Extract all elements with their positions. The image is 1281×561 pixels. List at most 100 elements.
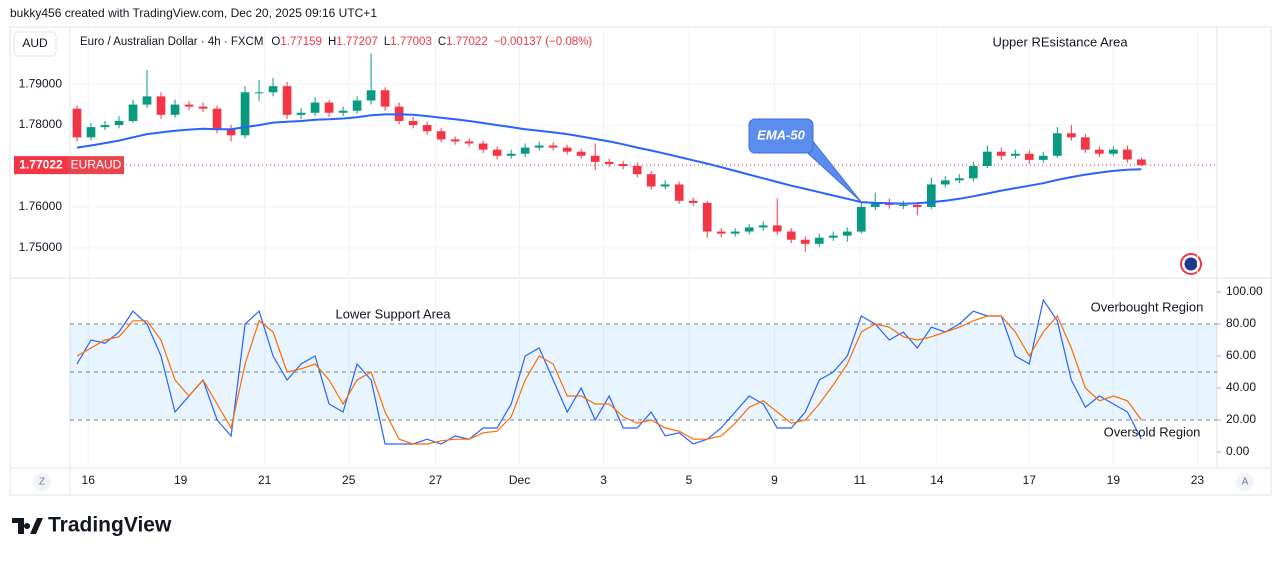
x-tick-label: 11 (854, 473, 867, 487)
candle-body (744, 227, 754, 232)
series-line (76, 314, 1142, 445)
candle-body (324, 102, 334, 113)
ohlc-value: 1.77207 (336, 36, 378, 48)
annotation: Lower Support Area (336, 306, 452, 321)
candle-body (590, 155, 600, 162)
change-label: −0.00137 (−0.08%) (494, 36, 593, 48)
annotation: Upper REsistance Area (992, 34, 1128, 49)
band-fill (70, 324, 1217, 420)
candle-body (142, 96, 152, 105)
candle-body (240, 92, 250, 136)
axis-button-label: Z (39, 477, 45, 488)
candle-body (548, 145, 558, 148)
candle-body (226, 129, 236, 136)
chart-frame (9, 26, 1272, 496)
candle-body (1053, 133, 1062, 156)
x-tick-label: 25 (342, 473, 356, 487)
candle-body (870, 202, 880, 207)
candle-body (954, 178, 964, 181)
candle-body (534, 145, 544, 148)
x-tick-label: 3 (600, 473, 607, 487)
x-tick-label: 19 (174, 473, 188, 487)
axis-button[interactable] (33, 473, 51, 491)
ohlc-key: C (438, 36, 446, 48)
candle-body (310, 102, 320, 113)
candle-body (730, 231, 740, 234)
candle-body (800, 239, 810, 244)
symbol-tag (68, 156, 124, 175)
candle-body (156, 96, 166, 115)
candle-body (254, 92, 264, 94)
ohlc-key: O (271, 36, 280, 48)
symbol-tag-label: EURAUD (71, 157, 122, 171)
candle-body (702, 202, 712, 232)
candle-body (982, 151, 992, 167)
candle-body (436, 131, 446, 140)
candle-body (198, 106, 208, 109)
candle-body (912, 204, 922, 207)
candle-body (1067, 133, 1076, 138)
candle-body (114, 120, 124, 126)
candle-body (296, 112, 306, 115)
candle-body (576, 151, 586, 156)
annotation: Overbought Region (1091, 299, 1204, 314)
candle-body (828, 235, 838, 238)
x-tick-label: 21 (258, 473, 272, 487)
candle-body (996, 151, 1006, 156)
series-line (76, 113, 1142, 205)
candle-body (758, 225, 768, 228)
candle-body (940, 180, 950, 185)
candle-body (408, 120, 418, 126)
x-tick-label: 14 (930, 473, 944, 487)
candle-body (814, 237, 824, 244)
x-tick-label: 17 (1023, 473, 1037, 487)
y-tick-label: 1.78000 (19, 117, 63, 131)
candle-body (772, 225, 782, 232)
x-tick-label: 27 (429, 473, 443, 487)
x-tick-label: 9 (771, 473, 778, 487)
callout-label: EMA-50 (757, 127, 805, 142)
candle-body (338, 110, 348, 113)
candle-body (688, 200, 698, 203)
candle-body (856, 206, 866, 232)
candle-body (1010, 153, 1020, 156)
candle-body (1095, 149, 1104, 154)
brand: TradingView (48, 514, 172, 537)
candle-body (1137, 159, 1146, 166)
last-price-tag (14, 156, 68, 175)
candle-body (1024, 153, 1034, 160)
y-tick-label: 100.00 (1226, 284, 1263, 298)
candle-body (86, 127, 96, 138)
candle-body (674, 184, 684, 201)
candle-body (184, 104, 194, 107)
candle-body (786, 231, 796, 240)
callout-box (748, 118, 814, 154)
symbol-title: Euro / Australian Dollar · 4h · FXCM (80, 36, 263, 48)
candle-body (520, 147, 530, 154)
flag-icon (1180, 253, 1202, 275)
candle-body (282, 86, 292, 115)
candle-body (1109, 149, 1118, 154)
symbol-legend: Euro / Australian Dollar · 4h · FXCM O 1.7… (80, 36, 592, 48)
attribution: bukky456 created with TradingView.com, D… (10, 6, 377, 20)
ohlc-key: L (384, 36, 391, 48)
candle-body (170, 104, 180, 115)
candle-body (72, 108, 82, 138)
candle-body (618, 163, 628, 167)
y-tick-label: 1.76000 (19, 199, 63, 213)
last-price-label: 1.77022 (19, 157, 63, 171)
candle-body (380, 90, 390, 107)
axis-button-label: A (1242, 477, 1249, 488)
x-tick-label: 23 (1191, 473, 1205, 487)
candle-body (478, 143, 488, 150)
candle-body (212, 108, 222, 130)
candle-body (716, 231, 726, 234)
y-tick-label: 20.00 (1226, 412, 1256, 426)
currency-button[interactable] (13, 31, 57, 57)
axis-button[interactable] (1236, 473, 1254, 491)
candle-body (926, 184, 936, 207)
y-tick-label: 40.00 (1226, 380, 1256, 394)
series-line (76, 298, 1142, 445)
candle-body (632, 166, 642, 175)
